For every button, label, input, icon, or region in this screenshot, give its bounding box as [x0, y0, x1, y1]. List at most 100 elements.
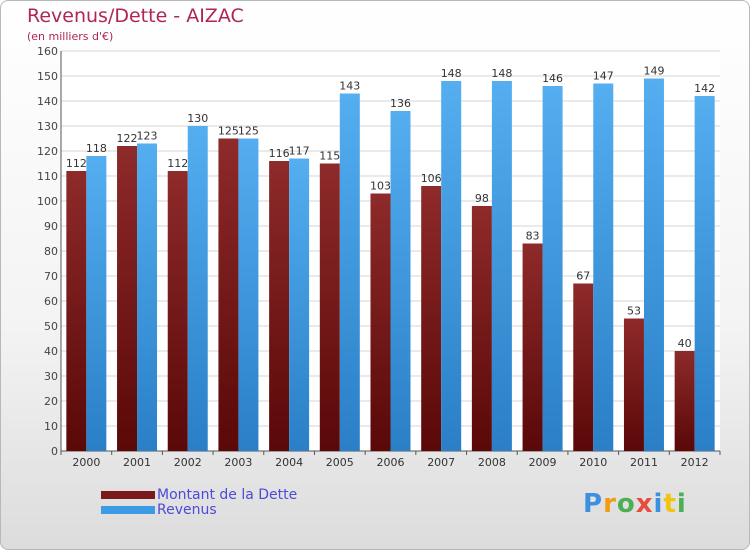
data-label: 147	[593, 70, 614, 83]
data-label: 115	[319, 150, 340, 163]
bar-revenue	[542, 86, 563, 451]
y-tick-label: 20	[44, 395, 58, 408]
data-label: 148	[491, 67, 512, 80]
data-label: 118	[86, 142, 107, 155]
y-tick-label: 160	[37, 45, 58, 58]
legend-label-debt: Montant de la Dette	[157, 486, 298, 503]
x-tick-label: 2009	[529, 456, 557, 469]
bar-revenue	[187, 126, 208, 451]
bar-debt	[117, 146, 138, 451]
y-tick-label: 90	[44, 220, 58, 233]
bar-debt	[674, 351, 695, 451]
bar-revenue	[86, 156, 107, 451]
data-label: 122	[117, 132, 138, 145]
data-label: 53	[627, 305, 641, 318]
y-tick-label: 120	[37, 145, 58, 158]
data-label: 112	[167, 157, 188, 170]
x-tick-label: 2000	[72, 456, 100, 469]
bar-debt	[319, 163, 340, 451]
legend-label-revenue: Revenus	[157, 501, 217, 518]
y-tick-label: 130	[37, 120, 58, 133]
logo-letter: r	[603, 489, 617, 519]
bar-revenue	[238, 138, 259, 451]
y-tick-label: 40	[44, 345, 58, 358]
logo-letter: P	[583, 489, 604, 519]
x-tick-label: 2003	[224, 456, 252, 469]
x-tick-label: 2005	[326, 456, 354, 469]
data-label: 40	[678, 337, 692, 350]
data-label: 142	[694, 82, 715, 95]
bar-debt	[66, 171, 87, 451]
bar-debt	[218, 138, 239, 451]
data-label: 125	[218, 125, 239, 138]
data-label: 98	[475, 192, 489, 205]
y-tick-label: 110	[37, 170, 58, 183]
logo-letter: i	[653, 489, 664, 519]
x-tick-label: 2007	[427, 456, 455, 469]
data-label: 117	[289, 145, 310, 158]
data-label: 146	[542, 72, 563, 85]
x-tick-label: 2012	[681, 456, 709, 469]
x-tick-label: 2001	[123, 456, 151, 469]
bar-revenue	[390, 111, 411, 451]
bar-debt	[522, 243, 543, 451]
bar-debt	[421, 186, 442, 451]
bar-revenue	[694, 96, 715, 451]
bar-debt	[269, 161, 290, 451]
y-tick-label: 100	[37, 195, 58, 208]
x-tick-label: 2004	[275, 456, 303, 469]
legend: Montant de la Dette Revenus	[101, 486, 298, 518]
y-tick-label: 50	[44, 320, 58, 333]
legend-swatch-debt	[101, 490, 155, 499]
bar-debt	[167, 171, 188, 451]
logo-letter: i	[676, 489, 687, 519]
data-label: 67	[576, 270, 590, 283]
legend-item-debt: Montant de la Dette	[101, 486, 298, 503]
data-label: 106	[421, 172, 442, 185]
x-tick-label: 2008	[478, 456, 506, 469]
chart-title: Revenus/Dette - AIZAC	[27, 5, 244, 27]
bar-debt	[471, 206, 492, 451]
x-tick-label: 2011	[630, 456, 658, 469]
y-tick-label: 80	[44, 245, 58, 258]
x-tick-label: 2006	[377, 456, 405, 469]
legend-swatch-revenue	[101, 505, 155, 514]
y-tick-label: 150	[37, 70, 58, 83]
bar-revenue	[593, 83, 614, 451]
x-tick-label: 2002	[174, 456, 202, 469]
bar-revenue	[137, 143, 158, 451]
x-tick-label: 2010	[579, 456, 607, 469]
data-label: 116	[269, 147, 290, 160]
data-label: 143	[339, 80, 360, 93]
data-label: 103	[370, 180, 391, 193]
y-tick-label: 70	[44, 270, 58, 283]
data-label: 149	[643, 65, 664, 78]
bar-revenue	[441, 81, 462, 451]
proxiti-logo: Proxiti	[583, 489, 687, 519]
bar-revenue	[339, 93, 360, 451]
logo-letter: x	[635, 489, 654, 519]
logo-letter: o	[616, 489, 636, 519]
logo-letter: t	[663, 489, 677, 519]
bar-debt	[573, 283, 594, 451]
y-tick-label: 10	[44, 420, 58, 433]
y-tick-label: 0	[51, 445, 58, 458]
chart-subtitle: (en milliers d'€)	[27, 30, 114, 43]
data-label: 130	[187, 112, 208, 125]
data-label: 83	[526, 230, 540, 243]
bar-debt	[370, 193, 391, 451]
bar-revenue	[289, 158, 310, 451]
data-label: 112	[66, 157, 87, 170]
y-tick-label: 60	[44, 295, 58, 308]
data-label: 123	[137, 130, 158, 143]
y-tick-label: 30	[44, 370, 58, 383]
legend-item-revenue: Revenus	[101, 501, 297, 518]
y-tick-label: 140	[37, 95, 58, 108]
bar-debt	[623, 318, 644, 451]
data-label: 125	[238, 125, 259, 138]
bar-revenue	[491, 81, 512, 451]
bar-revenue	[643, 78, 664, 451]
data-label: 148	[441, 67, 462, 80]
